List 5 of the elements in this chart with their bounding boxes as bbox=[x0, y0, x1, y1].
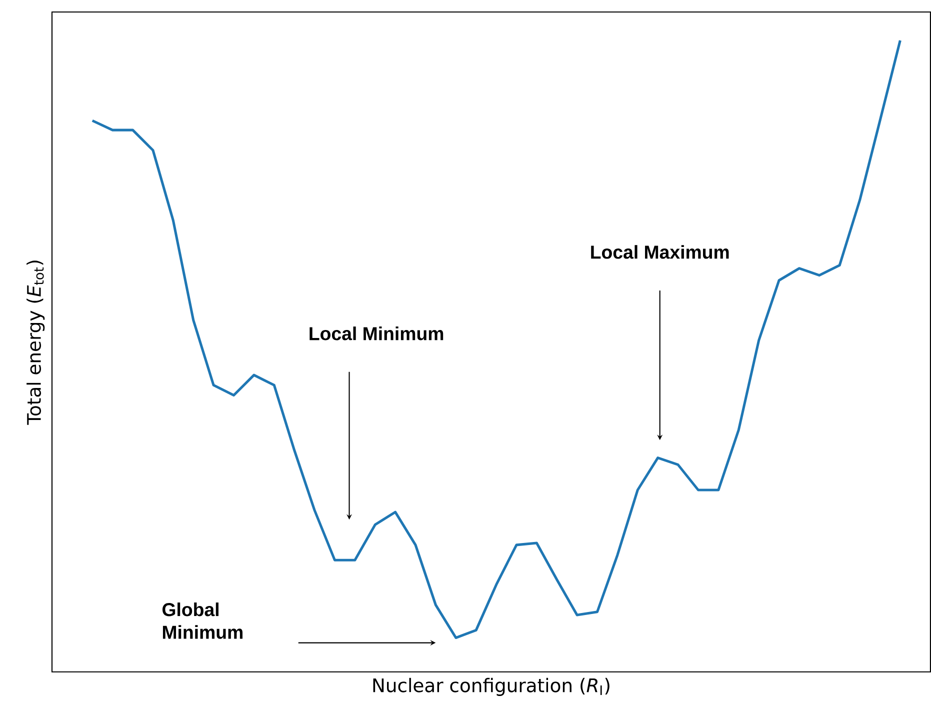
annotation: Local Minimum bbox=[310, 326, 444, 340]
y-axis-title: Total energy (E$_{tot}$) bbox=[26, 260, 45, 425]
annotation: Local Maximum bbox=[591, 245, 729, 259]
x-axis-title: Nuclear configuration (R$_{I}$) bbox=[373, 678, 610, 696]
annotation: Global Minimum bbox=[162, 602, 242, 639]
